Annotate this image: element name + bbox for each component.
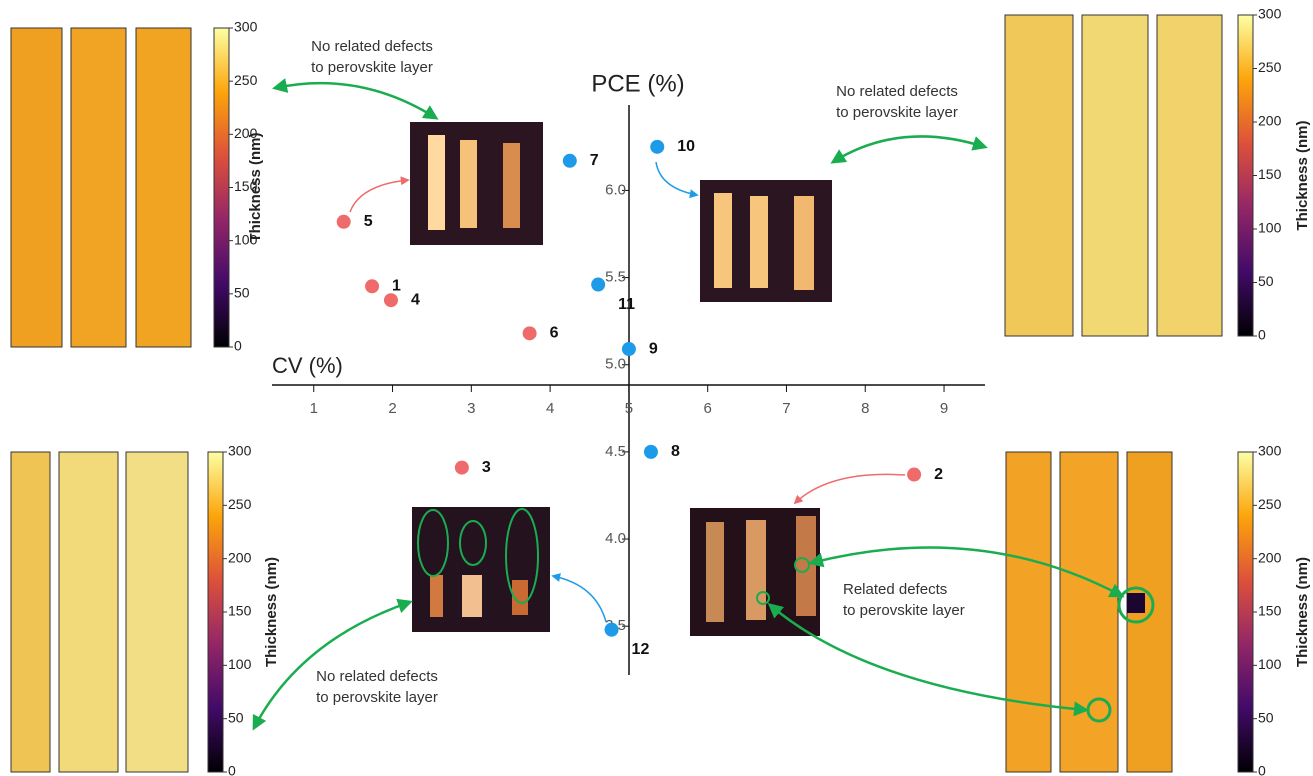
data-point: [591, 278, 605, 292]
x-tick-label: 2: [388, 400, 396, 417]
colorbar-tick-label: 150: [228, 603, 252, 619]
colorbar-tick-label: 100: [1258, 656, 1282, 672]
point-label: 9: [649, 340, 658, 357]
colorbar-tick-label: 150: [1258, 166, 1282, 182]
x-axis-label: CV (%): [272, 353, 343, 378]
colorbar-tick-label: 50: [234, 285, 250, 301]
annotation: to perovskite layer: [836, 104, 958, 121]
annotation: Related defects: [843, 581, 947, 598]
colorbar: [208, 452, 223, 772]
data-point: [644, 445, 658, 459]
colorbar-tick-label: 250: [1258, 59, 1282, 75]
colorbar-tick-label: 250: [234, 72, 258, 88]
data-point: [605, 623, 619, 637]
data-point: [650, 140, 664, 154]
y-tick-label: 6.0: [605, 181, 626, 198]
colorbar-tick-label: 150: [1258, 603, 1282, 619]
x-tick-label: 6: [704, 400, 712, 417]
point-label: 6: [550, 325, 559, 342]
y-tick-label: 5.5: [605, 269, 626, 286]
point-label: 12: [632, 641, 650, 658]
colorbar-tick-label: 0: [1258, 327, 1266, 343]
data-point: [337, 215, 351, 229]
colorbar-tick-label: 50: [1258, 273, 1274, 289]
point-label: 1: [392, 278, 401, 295]
point-label: 11: [618, 296, 635, 313]
annotation: to perovskite layer: [843, 602, 965, 619]
data-point: [907, 468, 921, 482]
x-tick-label: 9: [940, 400, 948, 417]
colorbar-tick-label: 300: [234, 19, 258, 35]
colorbar-label: Thickness (nm): [263, 557, 280, 667]
colorbar-tick-label: 50: [228, 709, 244, 725]
annotation: to perovskite layer: [311, 59, 433, 76]
x-tick-label: 8: [861, 400, 869, 417]
point-label: 10: [677, 138, 695, 155]
data-point: [455, 461, 469, 475]
arrows: [254, 83, 1122, 728]
colorbar-label: Thickness (nm): [247, 132, 264, 242]
colorbar-tick-label: 300: [228, 443, 252, 459]
x-tick-label: 5: [625, 400, 633, 417]
photos: [410, 122, 832, 636]
colorbar-tick-label: 0: [228, 763, 236, 776]
colorbar-tick-label: 300: [1258, 6, 1282, 22]
y-axis-label: PCE (%): [591, 70, 684, 97]
colorbar: [1238, 15, 1253, 336]
colorbar-label: Thickness (nm): [1294, 557, 1311, 667]
colorbar-tick-label: 100: [228, 656, 252, 672]
colorbar-tick-label: 50: [1258, 709, 1274, 725]
colorbar-label: Thickness (nm): [1294, 120, 1311, 230]
annotation: No related defects: [311, 38, 433, 55]
colorbar: [1238, 452, 1253, 772]
data-point: [563, 154, 577, 168]
colorbar-tick-label: 0: [1258, 763, 1266, 776]
x-tick-label: 3: [467, 400, 475, 417]
defect: [1127, 593, 1145, 613]
x-tick-label: 4: [546, 400, 554, 417]
data-point: [384, 293, 398, 307]
annotation: to perovskite layer: [316, 689, 438, 706]
point-label: 8: [671, 443, 680, 460]
colorbar-tick-label: 250: [228, 496, 252, 512]
point-label: 7: [590, 152, 599, 169]
point-label: 4: [411, 291, 420, 308]
colorbar-tick-label: 200: [1258, 549, 1282, 565]
data-point: [523, 326, 537, 340]
colorbar-tick-label: 200: [1258, 113, 1282, 129]
colorbar-tick-label: 100: [1258, 220, 1282, 236]
thickness-maps: [11, 15, 1222, 772]
x-tick-label: 7: [782, 400, 790, 417]
y-tick-label: 4.0: [605, 530, 626, 547]
y-tick-label: 4.5: [605, 443, 626, 460]
colorbar-tick-label: 250: [1258, 496, 1282, 512]
data-point: [622, 342, 636, 356]
point-label: 2: [934, 466, 943, 483]
figure: 050100150200250300Thickness (nm)05010015…: [0, 0, 1313, 776]
annotation: No related defects: [836, 83, 958, 100]
colorbar-tick-label: 200: [228, 549, 252, 565]
point-label: 3: [482, 459, 491, 476]
colorbar: [214, 28, 229, 347]
x-tick-label: 1: [310, 400, 318, 417]
y-tick-label: 5.0: [605, 356, 626, 373]
annotation: No related defects: [316, 668, 438, 685]
data-point: [365, 279, 379, 293]
colorbar-tick-label: 0: [234, 338, 242, 354]
point-label: 5: [364, 213, 373, 230]
colorbar-tick-label: 300: [1258, 443, 1282, 459]
